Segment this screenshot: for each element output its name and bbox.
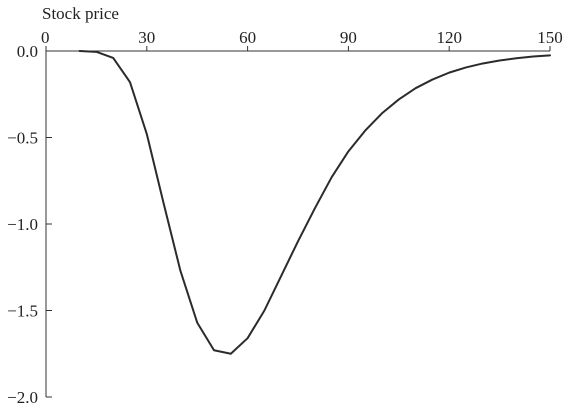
- x-tick-label: 150: [537, 28, 563, 47]
- x-tick-label: 90: [340, 28, 357, 47]
- x-tick-label: 60: [239, 28, 256, 47]
- series-line: [78, 50, 551, 355]
- x-tick-label: 0: [41, 28, 50, 47]
- chart-series: [78, 50, 551, 355]
- y-tick-label: −0.5: [7, 129, 38, 148]
- x-tick-label: 120: [436, 28, 462, 47]
- x-tick-label: 30: [138, 28, 155, 47]
- y-tick-label: 0.0: [17, 42, 38, 61]
- chart-axes: 0 30 60 90 120 150 0.0 −0.5 −1.0 −1.5 −2.0: [7, 28, 563, 407]
- y-tick-label: −2.0: [7, 388, 38, 407]
- y-tick-label: −1.5: [7, 302, 38, 321]
- x-axis-title: Stock price: [42, 4, 119, 23]
- y-tick-label: −1.0: [7, 215, 38, 234]
